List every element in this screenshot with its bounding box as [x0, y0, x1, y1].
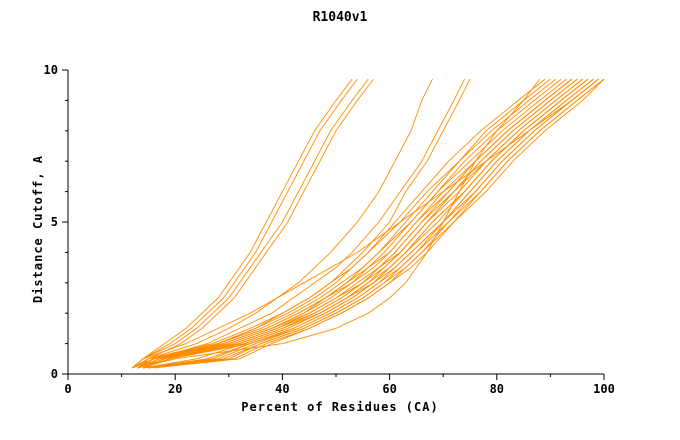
series-line: [137, 78, 466, 369]
series-line: [142, 78, 599, 369]
x-tick-label: 60: [382, 382, 396, 396]
series-line: [132, 78, 573, 369]
series-line: [148, 78, 594, 369]
series-line: [132, 78, 557, 369]
x-tick-label: 40: [275, 382, 289, 396]
series-line: [137, 78, 583, 369]
y-tick-label: 0: [51, 367, 58, 381]
series-line: [137, 78, 374, 369]
x-tick-label: 100: [593, 382, 615, 396]
y-tick-label: 5: [51, 215, 58, 229]
series-line: [148, 78, 599, 369]
series-line: [132, 78, 433, 369]
series-line: [137, 78, 578, 369]
x-tick-label: 0: [64, 382, 71, 396]
series-line: [132, 78, 369, 369]
series-line: [132, 78, 599, 369]
y-tick-label: 10: [44, 63, 58, 77]
series-line: [142, 78, 594, 369]
chart-title: R1040v1: [312, 10, 368, 25]
series-line: [148, 78, 605, 369]
series-line: [142, 78, 589, 369]
series-line: [142, 78, 589, 369]
series-line: [142, 78, 589, 369]
series-line: [142, 78, 471, 369]
series-line: [137, 78, 541, 369]
x-tick-label: 80: [490, 382, 504, 396]
series-line: [132, 78, 353, 369]
series-line: [137, 78, 583, 369]
x-tick-label: 20: [168, 382, 182, 396]
series-line: [148, 78, 605, 369]
series-line: [132, 78, 546, 369]
series-line: [132, 78, 358, 369]
x-axis-label: Percent of Residues (CA): [241, 400, 439, 414]
series-line: [153, 78, 605, 369]
y-axis-label: Distance Cutoff, A: [31, 154, 45, 304]
series-line: [132, 78, 562, 369]
